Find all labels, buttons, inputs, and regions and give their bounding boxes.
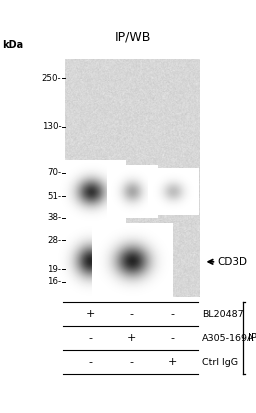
Text: +: + <box>86 309 95 319</box>
Text: IP: IP <box>248 333 256 343</box>
Text: Ctrl IgG: Ctrl IgG <box>202 358 238 367</box>
Text: CD3D: CD3D <box>218 257 248 267</box>
Text: -: - <box>171 309 175 319</box>
Text: -: - <box>89 333 93 343</box>
Text: 38-: 38- <box>47 214 61 222</box>
Text: 28-: 28- <box>47 236 61 245</box>
Text: IP/WB: IP/WB <box>114 31 151 43</box>
Text: -: - <box>130 309 134 319</box>
Text: 250-: 250- <box>41 74 61 83</box>
Text: 51-: 51- <box>47 192 61 201</box>
Text: +: + <box>168 357 177 367</box>
Text: BL20487: BL20487 <box>202 310 244 319</box>
Text: A305-169A: A305-169A <box>202 334 255 343</box>
Text: -: - <box>89 357 93 367</box>
Text: 70-: 70- <box>47 168 61 177</box>
Text: 16-: 16- <box>47 278 61 287</box>
Text: +: + <box>127 333 136 343</box>
Text: kDa: kDa <box>3 40 24 50</box>
Text: -: - <box>130 357 134 367</box>
Text: -: - <box>171 333 175 343</box>
Text: 19-: 19- <box>47 265 61 274</box>
Text: 130-: 130- <box>41 122 61 131</box>
